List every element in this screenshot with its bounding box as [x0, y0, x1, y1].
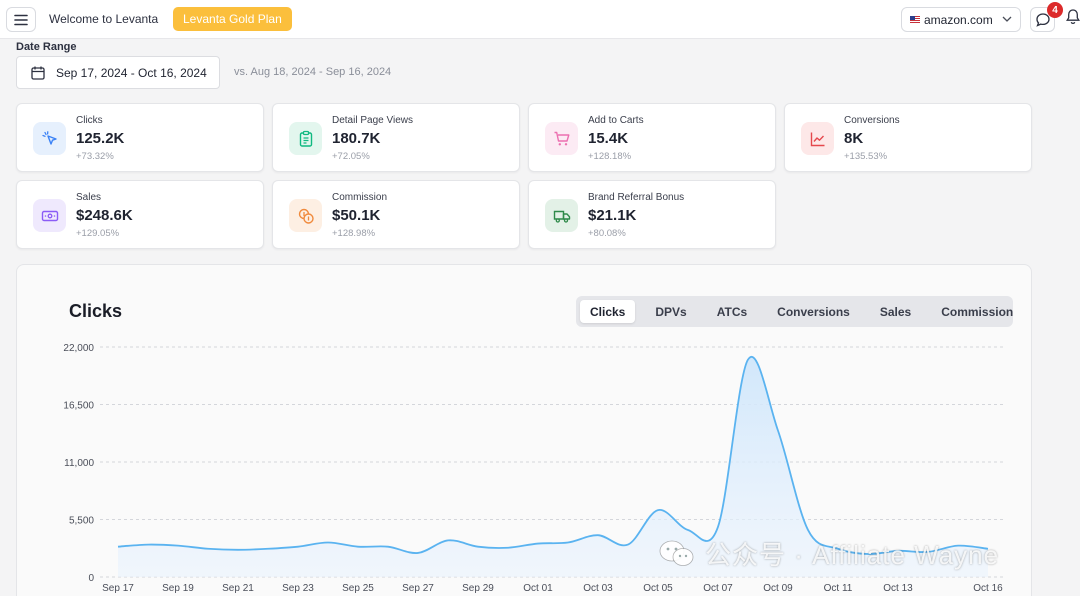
cursor-click-icon	[33, 122, 66, 155]
metric-label: Clicks	[76, 115, 103, 126]
x-tick-label: Sep 23	[282, 583, 314, 594]
truck-icon	[545, 199, 578, 232]
metric-label: Add to Carts	[588, 115, 644, 126]
series-area	[118, 356, 988, 577]
x-tick-label: Sep 19	[162, 583, 194, 594]
metric-change: +135.53%	[844, 151, 888, 162]
metric-label: Sales	[76, 192, 102, 203]
x-tick-label: Oct 01	[523, 583, 553, 594]
chevron-down-icon	[1002, 16, 1012, 22]
notification-count-badge: 4	[1047, 2, 1063, 18]
notifications-button[interactable]	[1065, 8, 1080, 31]
marketplace-select[interactable]: amazon.com	[901, 7, 1021, 32]
metric-change: +129.05%	[76, 228, 120, 239]
tab-sales[interactable]: Sales	[879, 304, 912, 319]
tab-conversions[interactable]: Conversions	[777, 304, 850, 319]
metric-label: Commission	[332, 192, 388, 203]
metric-change: +128.98%	[332, 228, 376, 239]
metric-value: 8K	[844, 130, 864, 147]
metric-card-conversions: Conversions 8K +135.53%	[784, 103, 1032, 172]
x-tick-label: Sep 25	[342, 583, 374, 594]
top-bar: Welcome to Levanta Levanta Gold Plan ama…	[0, 0, 1080, 39]
x-tick-label: Oct 16	[973, 583, 1003, 594]
metric-label: Brand Referral Bonus	[588, 192, 685, 203]
metric-change: +72.05%	[332, 151, 370, 162]
wechat-icon	[659, 540, 694, 566]
y-tick-label: 11,000	[64, 458, 94, 469]
coins-icon	[289, 199, 322, 232]
metric-label: Conversions	[844, 115, 900, 126]
x-tick-label: Sep 17	[102, 583, 134, 594]
date-range-picker[interactable]: Sep 17, 2024 - Oct 16, 2024	[16, 56, 220, 89]
marketplace-value: amazon.com	[924, 12, 993, 27]
cart-icon	[545, 122, 578, 155]
metric-card-brand-referral-bonus: Brand Referral Bonus $21.1K +80.08%	[528, 180, 776, 249]
y-tick-label: 16,500	[63, 401, 94, 412]
x-tick-label: Oct 11	[824, 583, 853, 594]
plan-badge[interactable]: Levanta Gold Plan	[173, 7, 292, 31]
metric-card-add-to-carts: Add to Carts 15.4K +128.18%	[528, 103, 776, 172]
chat-bubble-icon	[1035, 12, 1050, 27]
x-tick-label: Oct 03	[583, 583, 613, 594]
comparison-range-text: vs. Aug 18, 2024 - Sep 16, 2024	[234, 66, 392, 78]
bell-icon	[1066, 9, 1080, 25]
watermark-text: 公众号 · Affiliate Wayne	[705, 540, 1000, 570]
x-tick-label: Sep 27	[402, 583, 434, 594]
metric-card-clicks: Clicks 125.2K +73.32%	[16, 103, 264, 172]
x-tick-label: Oct 07	[703, 583, 733, 594]
hamburger-menu-icon	[14, 14, 28, 25]
trend-chart-icon	[801, 122, 834, 155]
tab-clicks[interactable]: Clicks	[580, 300, 636, 323]
watermark: 公众号 · Affiliate Wayne	[657, 535, 999, 572]
metric-card-commission: Commission $50.1K +128.98%	[272, 180, 520, 249]
clipboard-icon	[289, 122, 322, 155]
metric-card-sales: Sales $248.6K +129.05%	[16, 180, 264, 249]
y-tick-label: 0	[88, 573, 94, 584]
metric-change: +73.32%	[76, 151, 114, 162]
date-range-value: Sep 17, 2024 - Oct 16, 2024	[56, 65, 207, 80]
metric-label: Detail Page Views	[332, 115, 413, 126]
tab-dpvs[interactable]: DPVs	[655, 304, 687, 319]
welcome-text: Welcome to Levanta	[49, 12, 159, 26]
metric-value: 180.7K	[332, 130, 381, 147]
menu-button[interactable]	[6, 7, 36, 32]
y-tick-label: 22,000	[63, 343, 94, 354]
tab-atcs[interactable]: ATCs	[716, 304, 748, 319]
metric-value: 125.2K	[76, 130, 125, 147]
metric-tabs: Clicks DPVs ATCs Conversions Sales Commi…	[576, 296, 1013, 327]
us-flag-icon	[910, 16, 920, 23]
x-tick-label: Sep 21	[222, 583, 254, 594]
chart-title: Clicks	[69, 301, 123, 321]
chart-panel: Clicks Clicks DPVs ATCs Conversions Sale…	[16, 264, 1032, 596]
metric-change: +128.18%	[588, 151, 632, 162]
cash-icon	[33, 199, 66, 232]
x-tick-label: Sep 29	[462, 583, 494, 594]
calendar-icon	[31, 66, 45, 80]
metric-value: $248.6K	[76, 207, 133, 224]
y-tick-label: 5,500	[69, 516, 94, 527]
series-line	[117, 356, 989, 555]
date-range-label: Date Range	[16, 41, 77, 53]
metric-value: $50.1K	[332, 207, 381, 224]
metric-value: $21.1K	[588, 207, 637, 224]
metric-card-detail-page-views: Detail Page Views 180.7K +72.05%	[272, 103, 520, 172]
x-tick-label: Oct 05	[643, 583, 673, 594]
metric-value: 15.4K	[588, 130, 629, 147]
x-tick-label: Oct 13	[883, 583, 913, 594]
x-tick-label: Oct 09	[763, 583, 793, 594]
metric-change: +80.08%	[588, 228, 626, 239]
tab-commission[interactable]: Commission	[941, 304, 1014, 319]
